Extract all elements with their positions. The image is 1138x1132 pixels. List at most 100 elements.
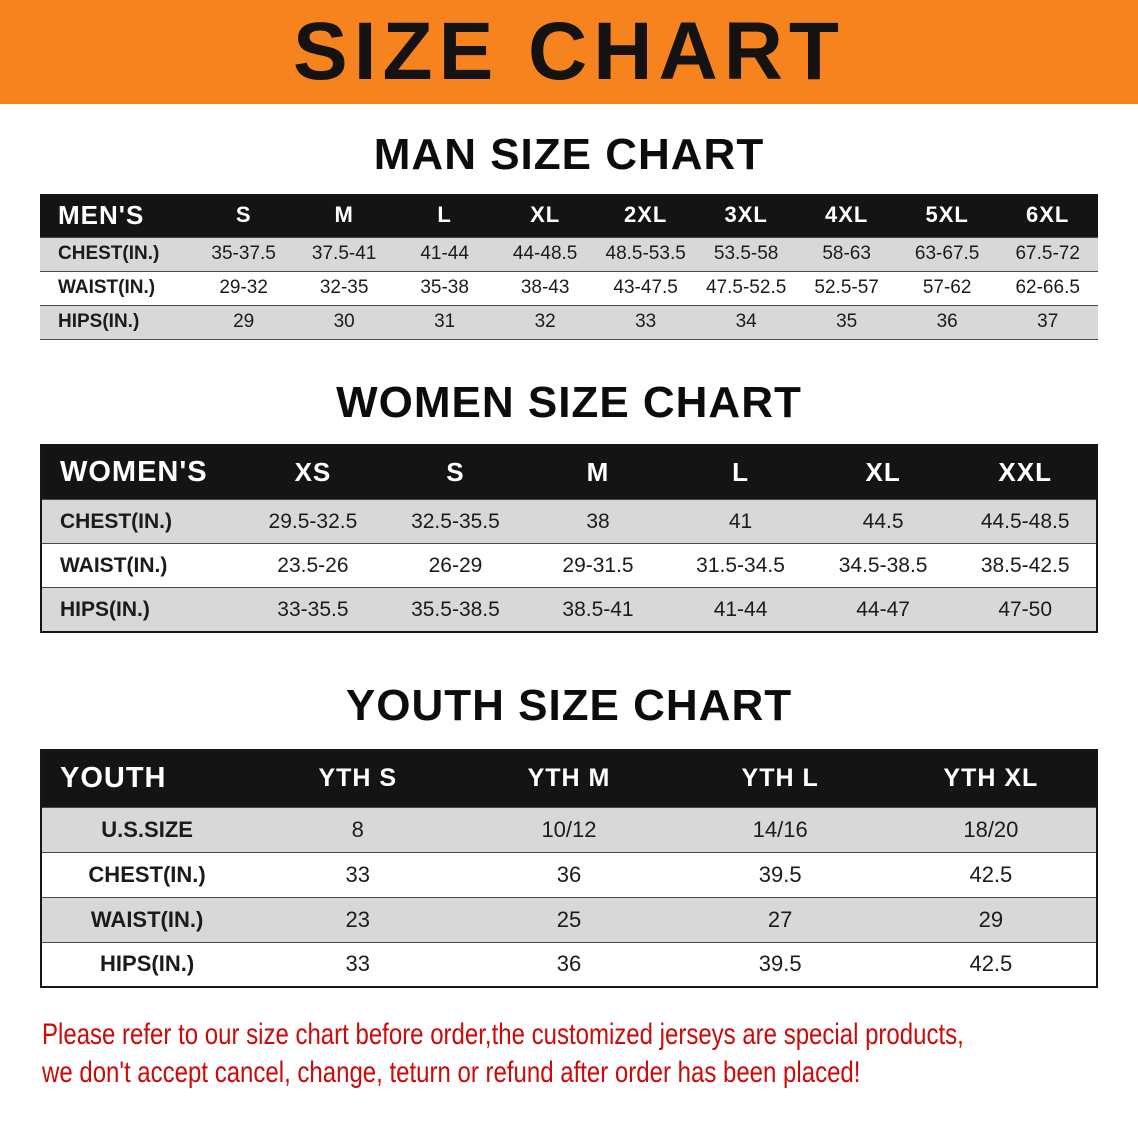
table-cell: 35-37.5 xyxy=(211,243,276,265)
table-cell: 58-63 xyxy=(822,243,871,265)
women-size-header-cell: S xyxy=(384,444,527,500)
table-cell: 32-35 xyxy=(319,277,369,299)
table-cell: 43-47.5 xyxy=(613,277,678,299)
row-label: WAIST(IN.) xyxy=(60,553,168,577)
table-cell: 63-67.5 xyxy=(914,243,980,265)
table-cell: 36 xyxy=(936,311,958,333)
men-hips-row: HIPS(IN.) 29 30 31 32 33 34 35 36 37 xyxy=(40,305,1098,340)
table-cell: 29 xyxy=(233,311,255,333)
table-cell: 25 xyxy=(556,906,582,932)
table-cell: 33 xyxy=(345,951,371,977)
men-size-header-cell: L xyxy=(394,194,495,238)
table-cell: 42.5 xyxy=(969,861,1013,887)
table-cell: 52.5-57 xyxy=(814,277,879,299)
table-cell: 36 xyxy=(556,951,582,977)
row-label: CHEST(IN.) xyxy=(88,861,206,887)
women-size-table: WOMEN'S XS S M L XL XXL CHEST(IN.) 29.5-… xyxy=(40,443,1098,633)
table-cell: 34 xyxy=(735,311,757,333)
table-cell: 31.5-34.5 xyxy=(696,553,785,577)
youth-ussize-row: U.S.SIZE 8 10/12 14/16 18/20 xyxy=(41,807,1097,853)
women-table-header-row: WOMEN'S XS S M L XL XXL xyxy=(41,444,1097,500)
row-label: WAIST(IN.) xyxy=(90,906,204,932)
youth-size-header-cell: YTH XL xyxy=(885,750,1097,808)
women-chest-row: CHEST(IN.) 29.5-32.5 32.5-35.5 38 41 44.… xyxy=(41,499,1097,544)
table-cell: 57-62 xyxy=(922,277,972,299)
table-cell: 38 xyxy=(586,509,610,533)
table-cell: 33-35.5 xyxy=(277,597,349,621)
table-cell: 53.5-58 xyxy=(713,243,779,265)
footer-note-line-1: Please refer to our size chart before or… xyxy=(42,1018,964,1052)
table-cell: 32.5-35.5 xyxy=(411,509,500,533)
table-cell: 38.5-42.5 xyxy=(980,553,1070,577)
table-cell: 35 xyxy=(836,311,858,333)
footer-note: Please refer to our size chart before or… xyxy=(42,1016,1138,1092)
men-size-header-cell: 2XL xyxy=(595,194,696,238)
footer-note-line-2: we don't accept cancel, change, teturn o… xyxy=(42,1056,861,1090)
table-cell: 47-50 xyxy=(998,597,1053,621)
men-chest-row: CHEST(IN.) 35-37.5 37.5-41 41-44 44-48.5… xyxy=(40,237,1098,272)
table-cell: 29-32 xyxy=(219,277,268,299)
table-cell: 48.5-53.5 xyxy=(605,243,686,265)
table-cell: 26-29 xyxy=(428,553,483,577)
row-label: WAIST(IN.) xyxy=(58,277,156,299)
table-cell: 62-66.5 xyxy=(1015,277,1080,299)
men-size-header-cell: 5XL xyxy=(896,194,998,238)
table-cell: 29-31.5 xyxy=(562,553,634,577)
table-cell: 44-48.5 xyxy=(512,243,578,265)
table-cell: 33 xyxy=(345,861,371,887)
table-cell: 32 xyxy=(534,311,556,333)
banner-title: SIZE CHART xyxy=(293,6,845,97)
youth-section-heading: YOUTH SIZE CHART xyxy=(345,680,793,730)
youth-size-header-cell: YTH L xyxy=(674,750,886,808)
table-cell: 14/16 xyxy=(752,816,808,842)
table-cell: 41-44 xyxy=(420,243,469,265)
table-cell: 38.5-41 xyxy=(562,597,634,621)
table-cell: 23 xyxy=(345,906,371,932)
women-size-header-cell: M xyxy=(526,444,670,500)
table-cell: 31 xyxy=(434,311,456,333)
table-cell: 35-38 xyxy=(420,277,469,299)
row-label: HIPS(IN.) xyxy=(58,311,140,333)
table-cell: 36 xyxy=(556,861,582,887)
women-size-header-cell: L xyxy=(669,444,812,500)
men-size-header-cell: XL xyxy=(494,194,596,238)
table-cell: 10/12 xyxy=(541,816,597,842)
table-cell: 44.5 xyxy=(862,509,904,533)
youth-chest-row: CHEST(IN.) 33 36 39.5 42.5 xyxy=(41,852,1097,898)
table-cell: 44-47 xyxy=(856,597,910,621)
men-waist-row: WAIST(IN.) 29-32 32-35 35-38 38-43 43-47… xyxy=(40,271,1098,306)
table-cell: 41-44 xyxy=(713,597,768,621)
women-size-header-cell: XS xyxy=(241,444,385,500)
youth-size-header-cell: YTH S xyxy=(252,750,464,808)
table-cell: 37.5-41 xyxy=(311,243,377,265)
men-size-header-cell: 6XL xyxy=(997,194,1098,238)
men-size-header-cell: 3XL xyxy=(695,194,797,238)
men-table-header-row: MEN'S S M L XL 2XL 3XL 4XL 5XL 6XL xyxy=(40,194,1098,238)
table-cell: 18/20 xyxy=(963,816,1019,842)
table-cell: 29 xyxy=(978,906,1004,932)
table-cell: 8 xyxy=(351,816,364,842)
banner: SIZE CHART xyxy=(0,0,1138,104)
women-size-header-cell: XXL xyxy=(954,444,1097,500)
men-size-header-cell: S xyxy=(193,194,294,238)
table-cell: 47.5-52.5 xyxy=(706,277,787,299)
men-size-table: MEN'S S M L XL 2XL 3XL 4XL 5XL 6XL CHEST… xyxy=(40,194,1098,340)
youth-table-title-cell: YOUTH xyxy=(41,750,253,808)
youth-waist-row: WAIST(IN.) 23 25 27 29 xyxy=(41,897,1097,943)
table-cell: 30 xyxy=(333,311,355,333)
table-cell: 67.5-72 xyxy=(1015,243,1080,265)
table-cell: 44.5-48.5 xyxy=(980,509,1070,533)
table-cell: 23.5-26 xyxy=(277,553,349,577)
men-section-heading: MAN SIZE CHART xyxy=(373,130,765,179)
youth-size-table: YOUTH YTH S YTH M YTH L YTH XL U.S.SIZE … xyxy=(40,749,1098,989)
table-cell: 29.5-32.5 xyxy=(268,509,358,533)
table-cell: 35.5-38.5 xyxy=(411,597,500,621)
table-cell: 33 xyxy=(635,311,657,333)
youth-size-header-cell: YTH M xyxy=(463,750,675,808)
table-cell: 34.5-38.5 xyxy=(838,553,928,577)
table-cell: 38-43 xyxy=(520,277,570,299)
table-cell: 42.5 xyxy=(969,951,1013,977)
youth-hips-row: HIPS(IN.) 33 36 39.5 42.5 xyxy=(41,942,1097,988)
table-cell: 27 xyxy=(767,906,793,932)
women-size-header-cell: XL xyxy=(811,444,955,500)
